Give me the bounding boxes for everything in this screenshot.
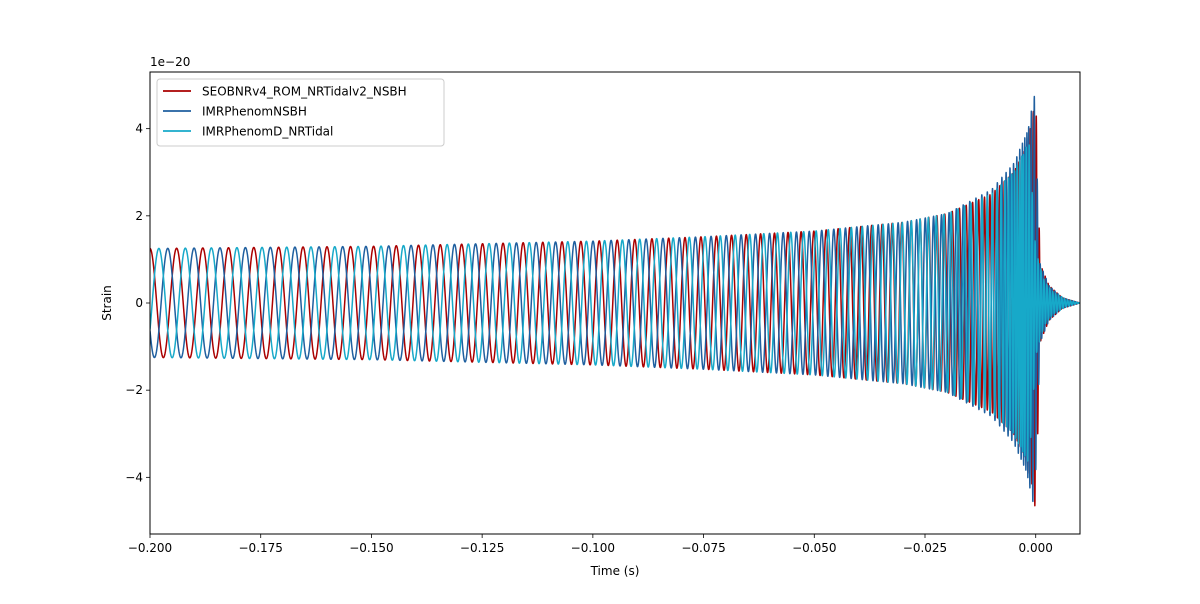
series-line-2 xyxy=(150,144,1080,462)
x-axis-ticks: −0.200 −0.175 −0.150 −0.125 −0.100 −0.075 −0.0… xyxy=(128,534,1053,555)
x-tick-label: −0.125 xyxy=(460,541,504,555)
y-tick-label: −2 xyxy=(125,383,143,397)
x-tick-label: −0.100 xyxy=(571,541,615,555)
legend-label: SEOBNRv4_ROM_NRTidalv2_NSBH xyxy=(202,85,407,99)
legend-label: IMRPhenomNSBH xyxy=(202,105,307,119)
x-tick-label: −0.025 xyxy=(903,541,947,555)
y-tick-label: 2 xyxy=(135,209,143,223)
x-axis-label: Time (s) xyxy=(590,564,640,578)
legend-label: IMRPhenomD_NRTidal xyxy=(202,125,333,139)
x-tick-label: −0.200 xyxy=(128,541,172,555)
y-tick-label: 0 xyxy=(135,296,143,310)
x-tick-label: 0.000 xyxy=(1019,541,1053,555)
x-tick-label: −0.175 xyxy=(239,541,283,555)
y-axis-ticks: −4 −2 0 2 4 xyxy=(125,122,150,484)
plot-lines xyxy=(150,95,1080,507)
legend-box xyxy=(156,78,445,147)
y-tick-label: 4 xyxy=(135,122,143,136)
y-tick-label: −4 xyxy=(125,470,143,484)
legend: SEOBNRv4_ROM_NRTidalv2_NSBH IMRPhenomNSBH… xyxy=(156,78,445,147)
x-tick-label: −0.075 xyxy=(681,541,725,555)
x-tick-label: −0.150 xyxy=(349,541,393,555)
series-line-1 xyxy=(150,95,1080,503)
x-tick-label: −0.050 xyxy=(792,541,836,555)
y-axis-label: Strain xyxy=(100,285,114,321)
y-axis-offset-text: 1e−20 xyxy=(150,55,190,69)
